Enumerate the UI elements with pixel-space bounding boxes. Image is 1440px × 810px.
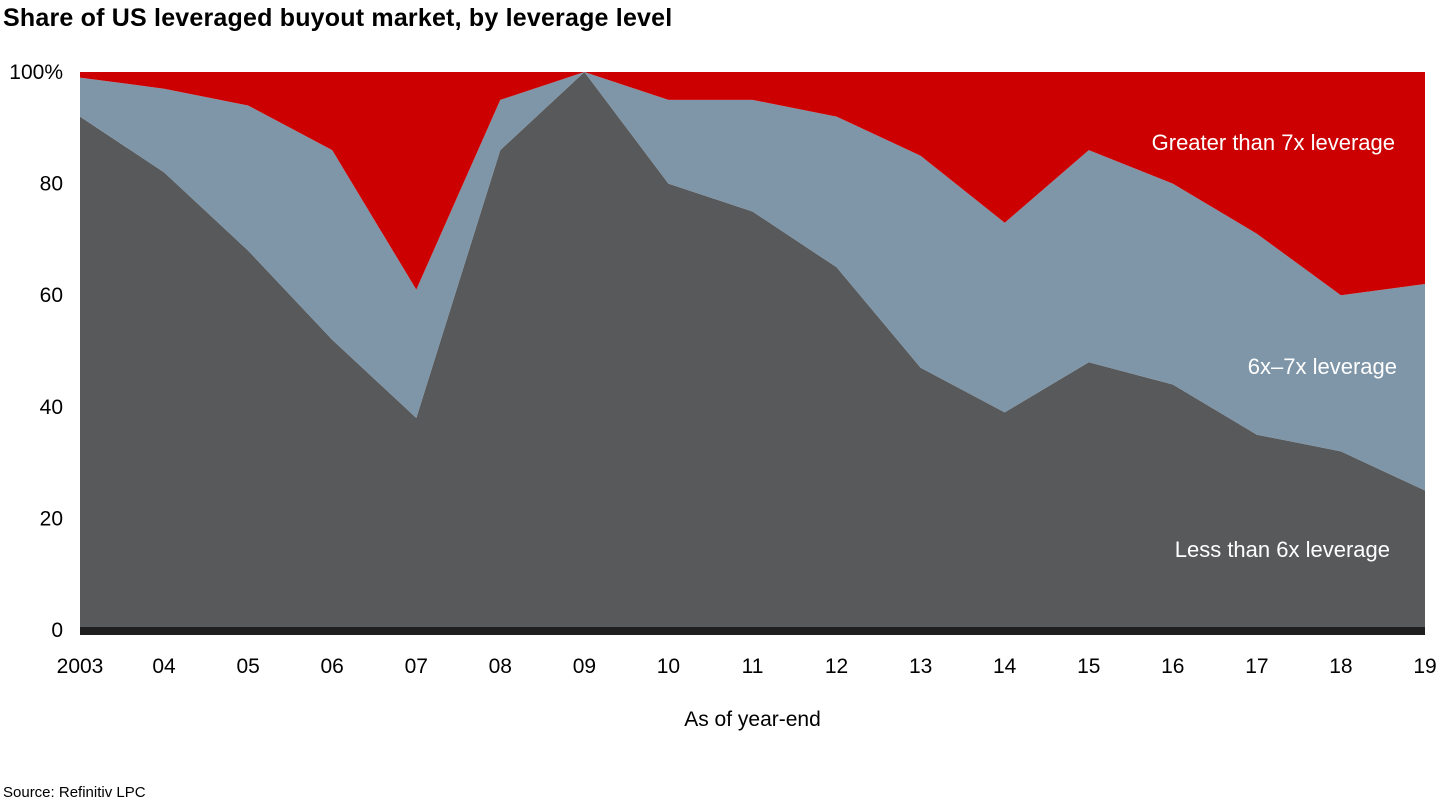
area-6x-7x: [80, 72, 1425, 491]
x-tick-label: 09: [573, 655, 596, 678]
x-tick-label: 08: [489, 655, 512, 678]
x-tick-label: 2003: [57, 655, 104, 678]
y-tick-label: 40: [40, 396, 63, 419]
x-tick-label: 17: [1245, 655, 1268, 678]
x-tick-label: 11: [742, 655, 764, 678]
x-tick-label: 14: [993, 655, 1017, 678]
y-tick-label: 100%: [9, 61, 63, 84]
series-label-6x-7x: 6x–7x leverage: [1247, 354, 1397, 379]
y-tick-label: 0: [51, 619, 63, 642]
area-less-than-6x: [80, 72, 1425, 630]
x-tick-label: 18: [1329, 655, 1352, 678]
series-label-greater-than-7x: Greater than 7x leverage: [1151, 130, 1395, 155]
x-tick-label: 12: [825, 655, 848, 678]
y-tick-label: 60: [40, 284, 63, 307]
y-tick-label: 20: [40, 507, 63, 530]
area-greater-than-7x: [80, 72, 1425, 296]
x-tick-label: 04: [152, 655, 176, 678]
y-tick-label: 80: [40, 173, 63, 196]
x-tick-label: 13: [909, 655, 932, 678]
x-tick-label: 15: [1077, 655, 1100, 678]
x-axis-title: As of year-end: [684, 708, 821, 731]
x-tick-label: 16: [1161, 655, 1184, 678]
series-label-less-than-6x: Less than 6x leverage: [1174, 537, 1390, 562]
x-tick-label: 06: [321, 655, 344, 678]
source-note: Source: Refinitiv LPC: [3, 784, 146, 801]
x-tick-label: 07: [405, 655, 428, 678]
chart-title: Share of US leveraged buyout market, by …: [3, 4, 673, 32]
x-axis-line: [80, 627, 1425, 635]
x-tick-label: 05: [236, 655, 259, 678]
x-tick-label: 19: [1413, 655, 1436, 678]
x-tick-label: 10: [657, 655, 680, 678]
